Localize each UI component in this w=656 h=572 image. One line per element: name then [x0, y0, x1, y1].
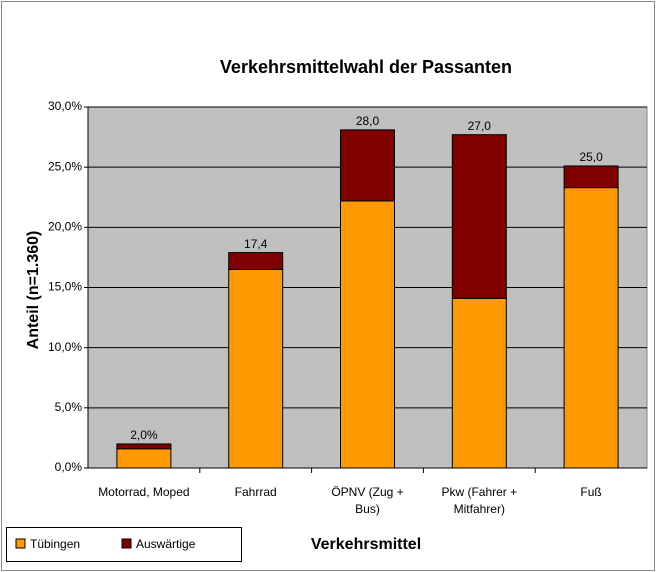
bar-segment — [340, 129, 395, 202]
y-tick-label: 30,0% — [48, 99, 82, 113]
y-axis-title: Anteil (n=1.360) — [25, 231, 42, 350]
bar-segment — [563, 187, 619, 469]
x-tick-label: Motorrad, Moped — [98, 485, 190, 499]
legend-swatch — [15, 538, 26, 549]
bar-segment — [451, 297, 507, 469]
chart-title: Verkehrsmittelwahl der Passanten — [220, 57, 512, 77]
bar-segment — [340, 200, 395, 469]
total-label: 2,0% — [130, 428, 158, 442]
total-label: 25,0 — [579, 150, 603, 164]
legend-swatch — [121, 538, 132, 549]
bar-segment — [228, 268, 284, 469]
y-tick-label: 25,0% — [48, 159, 82, 173]
y-tick-label: 20,0% — [48, 220, 82, 234]
legend-label: Tübingen — [30, 537, 80, 551]
y-tick-label: 15,0% — [48, 280, 82, 294]
y-tick-label: 10,0% — [48, 340, 82, 354]
y-tick-label: 0,0% — [55, 460, 83, 474]
bar-segment — [563, 165, 619, 189]
x-tick-label: Fuß — [580, 485, 602, 499]
x-tick-label: Fahrrad — [234, 485, 277, 499]
x-tick-label: Pkw (Fahrer + Mitfahrer) — [441, 485, 518, 516]
bar-segment — [451, 134, 507, 299]
total-label: 17,4 — [244, 237, 268, 251]
bar-segment — [116, 443, 172, 450]
x-tick-label: ÖPNV (Zug + Bus) — [331, 485, 404, 516]
x-axis-title: Verkehrsmittel — [311, 536, 421, 553]
y-tick-label: 5,0% — [55, 400, 83, 414]
bar-segment — [228, 252, 284, 270]
legend-label: Auswärtige — [136, 537, 196, 551]
total-label: 28,0 — [356, 114, 380, 128]
total-label: 27,0 — [468, 119, 492, 133]
bar-segment — [116, 448, 172, 469]
